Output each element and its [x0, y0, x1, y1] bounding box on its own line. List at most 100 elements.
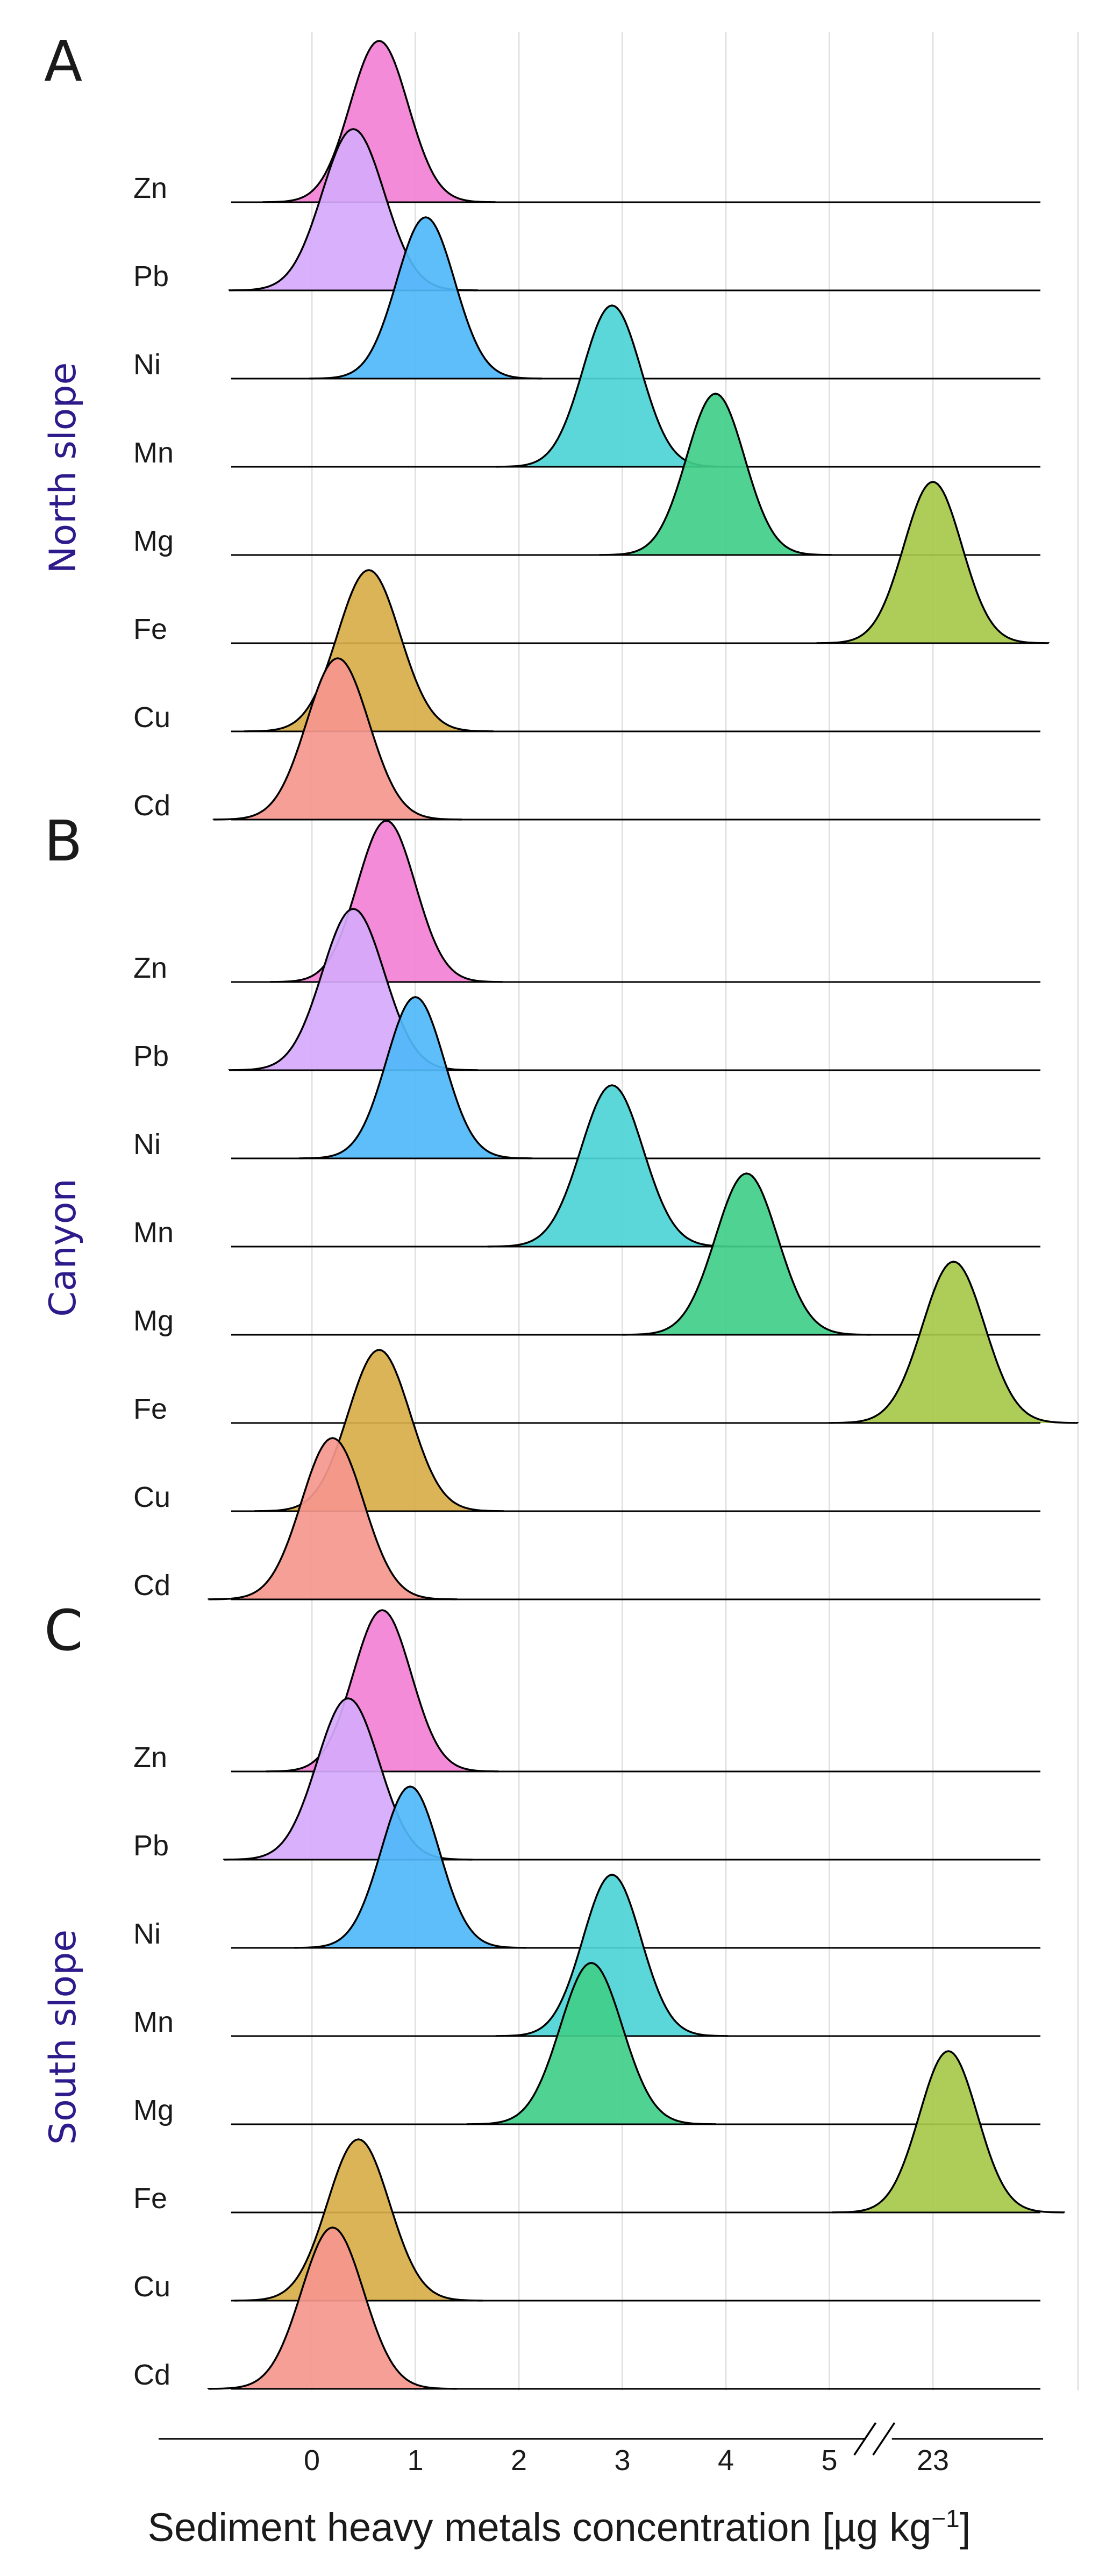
ridge-outline-mg — [621, 1172, 872, 1336]
ridge-row-pb: Pb — [133, 1697, 1040, 1862]
ridge-fill-mg — [467, 1963, 716, 2124]
x-axis-title: Sediment heavy metals concentration [µg … — [148, 2504, 971, 2550]
row-label-pb: Pb — [133, 1830, 169, 1862]
x-tick-label-6: 23 — [917, 2444, 949, 2477]
row-label-cu: Cu — [133, 701, 170, 734]
row-label-pb: Pb — [133, 260, 169, 293]
ridge-fill-cd — [208, 1438, 457, 1599]
row-label-zn: Zn — [133, 952, 167, 984]
ridge-fill-ni — [294, 1787, 526, 1948]
ridge-fill-mn — [488, 1085, 737, 1247]
x-axis-title-end: ] — [960, 2505, 971, 2550]
panel-letter-A: A — [44, 29, 82, 94]
row-label-pb: Pb — [133, 1040, 169, 1072]
x-tick-label-2: 2 — [511, 2444, 527, 2477]
ridge-outline-cd — [207, 2226, 458, 2390]
ridge-fill-cd — [208, 2228, 457, 2389]
row-label-cu: Cu — [133, 2271, 170, 2303]
axis-break-mark-2 — [872, 2422, 896, 2456]
panel-letter-C: C — [44, 1598, 83, 1663]
row-label-fe: Fe — [133, 2182, 167, 2215]
ridge-fill-cu — [255, 1350, 504, 1511]
row-label-cd: Cd — [133, 789, 170, 822]
x-tick-label-0: 0 — [304, 2444, 320, 2477]
panel-C: C South slope Zn Pb Ni Mn Mg Fe Cu Cd — [42, 1598, 1066, 2391]
x-axis: 0 1 2 3 4 5 23 — [159, 2422, 1043, 2477]
ridge-row-cd: Cd — [133, 2226, 1040, 2391]
ridge-outline-fe — [828, 1261, 1079, 1424]
row-label-fe: Fe — [133, 1393, 167, 1425]
x-tick-label-1: 1 — [407, 2444, 423, 2477]
row-label-mg: Mg — [133, 2094, 174, 2126]
ridge-row-fe: Fe — [133, 1261, 1079, 1425]
ridge-outline-ni — [298, 996, 532, 1159]
ridge-outline-mg — [466, 1962, 717, 2125]
panel-letter-B: B — [44, 808, 82, 874]
ridge-fill-zn — [266, 1610, 498, 1771]
ridge-fill-cu — [234, 2139, 483, 2301]
ridge-fill-ni — [310, 217, 542, 379]
row-label-cd: Cd — [133, 1569, 170, 1602]
ridge-outline-mg — [598, 393, 833, 556]
ridge-fill-fe — [817, 482, 1049, 643]
axis-break-mark-1 — [853, 2422, 877, 2456]
ridge-outline-cu — [254, 1349, 504, 1512]
row-label-zn: Zn — [133, 172, 167, 204]
ridge-fill-cu — [244, 570, 493, 731]
ridge-fill-ni — [299, 997, 532, 1158]
group-label-B: Canyon — [42, 1178, 84, 1317]
ridge-fill-pb — [224, 1698, 473, 1860]
ridge-outline-cd — [207, 1437, 458, 1600]
ridge-row-mn: Mn — [133, 304, 1040, 469]
ridge-fill-pb — [229, 909, 477, 1070]
ridge-row-pb: Pb — [133, 128, 1040, 293]
ridge-outline-mn — [487, 1084, 738, 1248]
ridge-row-fe: Fe — [133, 481, 1050, 645]
x-axis-title-superscript: −1 — [931, 2504, 959, 2532]
ridge-row-zn: Zn — [133, 1609, 1040, 1774]
ridge-fill-mg — [600, 394, 832, 555]
x-axis-title-text: Sediment heavy metals concentration [µg … — [148, 2505, 932, 2550]
row-label-ni: Ni — [133, 348, 161, 381]
ridge-row-zn: Zn — [133, 40, 1040, 204]
ridge-outline-cu — [244, 569, 494, 732]
ridge-row-mg: Mg — [133, 1172, 1040, 1337]
ridge-fill-zn — [263, 41, 495, 202]
ridge-row-zn: Zn — [133, 820, 1040, 984]
ridge-row-cd: Cd — [133, 1437, 1040, 1602]
panel-B: B Canyon Zn Pb Ni Mn Mg Fe Cu Cd — [42, 808, 1079, 1602]
panels: A North slope Zn Pb Ni Mn Mg Fe Cu Cd B Canyon Zn Pb N… — [42, 29, 1079, 2391]
row-label-fe: Fe — [133, 613, 167, 645]
x-tick-label-4: 4 — [718, 2444, 734, 2477]
ridge-fill-mn — [496, 1875, 728, 2036]
row-label-mn: Mn — [133, 1216, 174, 1249]
ridge-outline-mn — [495, 1874, 729, 2037]
row-label-mg: Mg — [133, 525, 174, 557]
group-label-C: South slope — [42, 1930, 84, 2145]
ridge-outline-ni — [309, 216, 543, 380]
ridge-fill-pb — [229, 129, 477, 290]
ridge-outline-ni — [293, 1785, 527, 1949]
x-tick-label-5: 5 — [821, 2444, 837, 2477]
ridge-outline-fe — [831, 2050, 1066, 2214]
ridge-outline-fe — [816, 481, 1050, 644]
ridge-row-mg: Mg — [133, 393, 1040, 557]
row-label-mn: Mn — [133, 2006, 174, 2038]
ridge-outline-cu — [233, 2138, 484, 2302]
row-label-cd: Cd — [133, 2359, 170, 2391]
row-label-ni: Ni — [133, 1128, 161, 1161]
ridge-row-mn: Mn — [133, 1874, 1040, 2038]
ridge-fill-zn — [270, 821, 503, 982]
ridge-fill-fe — [832, 2051, 1065, 2212]
row-label-mg: Mg — [133, 1305, 174, 1337]
row-label-zn: Zn — [133, 1741, 167, 1774]
group-label-A: North slope — [42, 362, 84, 574]
panel-A: A North slope Zn Pb Ni Mn Mg Fe Cu Cd — [42, 29, 1050, 822]
ridge-row-cd: Cd — [133, 657, 1040, 822]
row-label-cu: Cu — [133, 1481, 170, 1513]
ridge-row-mg: Mg — [133, 1962, 1040, 2126]
row-label-ni: Ni — [133, 1918, 161, 1950]
ridge-row-mn: Mn — [133, 1084, 1040, 1249]
x-tick-label-3: 3 — [614, 2444, 630, 2477]
